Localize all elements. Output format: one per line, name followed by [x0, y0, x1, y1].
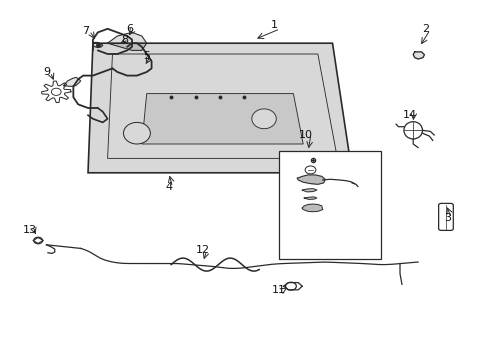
Polygon shape [88, 43, 351, 173]
Ellipse shape [403, 122, 422, 139]
Text: 6: 6 [126, 24, 133, 34]
Text: 14: 14 [402, 110, 416, 120]
Ellipse shape [34, 237, 42, 244]
Ellipse shape [51, 88, 61, 95]
Text: 2: 2 [421, 24, 428, 34]
Text: 12: 12 [196, 245, 209, 255]
Polygon shape [412, 52, 424, 59]
Polygon shape [297, 175, 325, 184]
Ellipse shape [305, 166, 315, 174]
Text: 10: 10 [298, 130, 312, 140]
Polygon shape [302, 204, 322, 212]
FancyBboxPatch shape [438, 203, 452, 230]
Bar [278, 151, 381, 259]
Polygon shape [304, 197, 316, 199]
Polygon shape [107, 32, 146, 50]
Text: 5: 5 [143, 51, 150, 61]
Text: 1: 1 [270, 20, 277, 30]
Polygon shape [63, 77, 81, 86]
Ellipse shape [285, 282, 296, 290]
Text: 8: 8 [121, 35, 128, 45]
Text: 3: 3 [443, 213, 450, 223]
Polygon shape [302, 189, 316, 192]
Polygon shape [107, 54, 337, 158]
Text: 7: 7 [82, 26, 89, 36]
Polygon shape [142, 94, 303, 144]
Ellipse shape [123, 122, 150, 144]
Text: 13: 13 [23, 225, 37, 235]
Text: 11: 11 [271, 285, 285, 295]
Ellipse shape [251, 109, 276, 129]
Text: 9: 9 [43, 67, 50, 77]
Text: 4: 4 [165, 182, 172, 192]
